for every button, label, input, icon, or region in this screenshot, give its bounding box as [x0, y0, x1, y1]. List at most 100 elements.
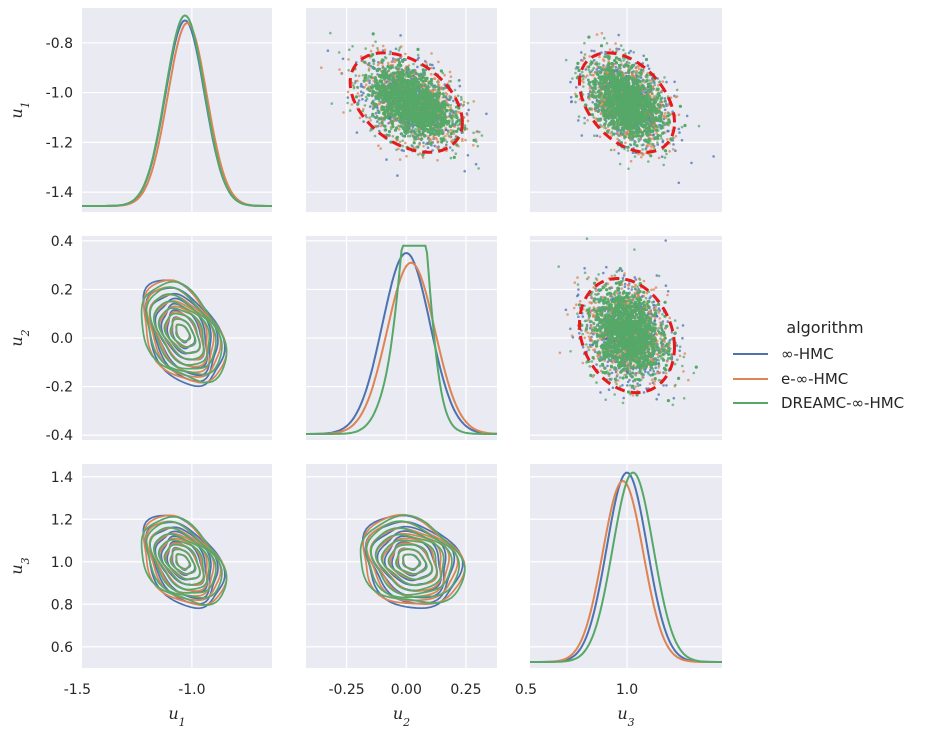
scatter-point [385, 109, 389, 113]
scatter-point [409, 130, 413, 134]
scatter-point [604, 52, 607, 56]
scatter-point [580, 134, 584, 137]
scatter-point [636, 64, 640, 68]
scatter-point [466, 113, 469, 117]
scatter-point [383, 67, 387, 71]
scatter-point [437, 88, 441, 92]
scatter-point [413, 81, 417, 85]
scatter-point [430, 82, 434, 86]
scatter-point [588, 71, 592, 74]
scatter-point [661, 80, 665, 83]
scatter-point [430, 127, 434, 131]
scatter-point [433, 99, 437, 103]
scatter-point [384, 56, 388, 60]
scatter-point [376, 63, 380, 67]
scatter-point [641, 153, 645, 156]
scatter-point [614, 42, 617, 45]
scatter-point [365, 116, 368, 119]
scatter-point [457, 110, 460, 114]
scatter-point [411, 145, 415, 148]
scatter-point [441, 137, 445, 141]
scatter-point [435, 119, 439, 123]
scatter-point [437, 132, 441, 136]
scatter-point [363, 60, 367, 64]
scatter-point [385, 105, 389, 109]
scatter-point [609, 148, 613, 152]
scatter-point [663, 97, 667, 100]
scatter-point [387, 85, 391, 89]
scatter-point [397, 90, 401, 94]
scatter-point [387, 130, 392, 134]
scatter-point [404, 52, 407, 56]
scatter-point [674, 95, 678, 99]
scatter-point [652, 133, 656, 136]
scatter-point [370, 72, 374, 76]
scatter-point [617, 47, 621, 51]
scatter-point [443, 73, 446, 77]
scatter-point [419, 77, 423, 81]
scatter-point [619, 44, 623, 47]
scatter-point [400, 113, 405, 117]
scatter-point [650, 81, 653, 85]
scatter-point [405, 154, 408, 158]
scatter-point [611, 126, 615, 130]
scatter-point [583, 116, 586, 120]
scatter-point [604, 50, 607, 54]
scatter-point [595, 134, 599, 137]
scatter-point [374, 95, 378, 99]
scatter-point [591, 73, 594, 77]
scatter-point [354, 74, 358, 77]
scatter-point [416, 65, 419, 69]
scatter-point [433, 102, 437, 106]
scatter-point [371, 85, 375, 89]
scatter-point [380, 80, 384, 84]
scatter-point [437, 82, 440, 86]
scatter-point [348, 109, 352, 112]
scatter-point [389, 88, 393, 93]
scatter-point [404, 101, 408, 105]
scatter-point [347, 69, 350, 72]
scatter-point [434, 130, 438, 134]
scatter-point [433, 107, 437, 111]
scatter-point [417, 85, 421, 89]
scatter-point [605, 64, 609, 67]
scatter-point [671, 148, 675, 151]
scatter-point [396, 58, 400, 62]
scatter-point [659, 134, 662, 137]
scatter-point [629, 159, 633, 163]
scatter-point [416, 153, 420, 156]
scatter-point [382, 76, 386, 80]
scatter-point [646, 76, 649, 79]
scatter-point [412, 141, 416, 145]
scatter-point [377, 144, 380, 147]
scatter-point [395, 71, 399, 75]
scatter-point [396, 78, 400, 82]
scatter-point [466, 154, 470, 157]
scatter-point [589, 84, 592, 88]
scatter-point [346, 90, 350, 94]
scatter-point [589, 73, 592, 77]
scatter-point [569, 95, 573, 99]
scatter-point [408, 79, 412, 83]
scatter-point [440, 112, 444, 116]
scatter-point [433, 77, 437, 80]
scatter-point [574, 100, 577, 104]
scatter-point [451, 119, 454, 122]
scatter-point [352, 84, 355, 87]
scatter-point [381, 58, 385, 62]
scatter-point [419, 132, 423, 136]
scatter-point [639, 137, 642, 140]
scatter-point [390, 119, 394, 123]
scatter-point [398, 158, 402, 161]
scatter-point [454, 152, 458, 155]
scatter-point [617, 134, 620, 137]
scatter-point [420, 137, 424, 141]
scatter-point [320, 66, 323, 69]
scatter-point [433, 144, 437, 148]
scatter-point [400, 81, 404, 85]
scatter-point [583, 121, 586, 125]
scatter-point [458, 84, 462, 88]
scatter-point [452, 114, 455, 118]
scatter-point [445, 98, 448, 102]
scatter-point [374, 40, 377, 43]
